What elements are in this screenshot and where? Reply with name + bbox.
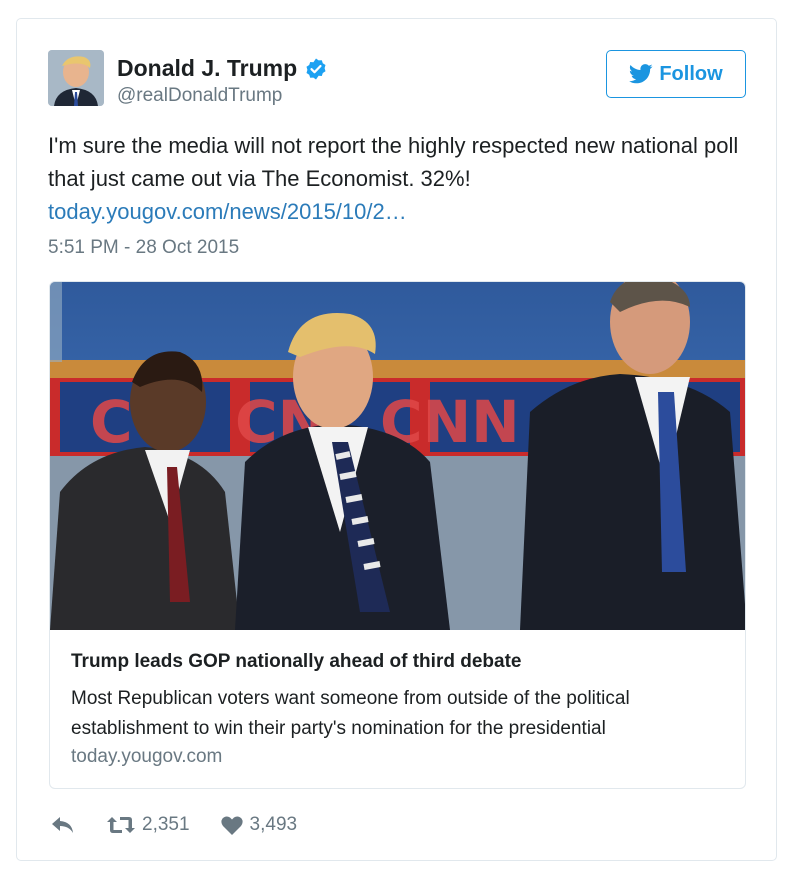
link-card[interactable]: C CN CNN CN Trump leads GO (49, 281, 746, 789)
twitter-bird-icon (629, 64, 653, 84)
debate-stage-photo-icon: C CN CNN CN (50, 282, 746, 630)
reply-button[interactable] (50, 814, 76, 836)
tweet-card: Donald J. Trump @realDonaldTrump Follow … (16, 18, 777, 861)
like-button[interactable]: 3,493 (220, 814, 298, 836)
verified-badge-icon (304, 57, 328, 81)
reply-icon (50, 814, 76, 836)
retweet-icon (106, 814, 136, 836)
tweet-text: I'm sure the media will not report the h… (48, 129, 748, 228)
like-count: 3,493 (250, 814, 298, 836)
avatar[interactable] (48, 50, 104, 106)
card-domain: today.yougov.com (71, 746, 222, 768)
author-name[interactable]: Donald J. Trump (117, 55, 328, 82)
profile-photo-icon (48, 50, 104, 106)
author-handle[interactable]: @realDonaldTrump (117, 85, 282, 107)
heart-icon (220, 814, 244, 836)
card-title: Trump leads GOP nationally ahead of thir… (71, 651, 521, 673)
follow-label: Follow (659, 63, 722, 86)
retweet-count: 2,351 (142, 814, 190, 836)
retweet-button[interactable]: 2,351 (106, 814, 190, 836)
card-description: Most Republican voters want someone from… (71, 684, 731, 744)
svg-text:C: C (90, 388, 133, 456)
tweet-actions: 2,351 3,493 (50, 812, 297, 838)
tweet-body: I'm sure the media will not report the h… (48, 133, 738, 191)
timestamp[interactable]: 5:51 PM - 28 Oct 2015 (48, 237, 239, 259)
author-name-text: Donald J. Trump (117, 55, 297, 82)
follow-button[interactable]: Follow (606, 50, 746, 98)
tweet-link[interactable]: today.yougov.com/news/2015/10/2… (48, 195, 748, 228)
